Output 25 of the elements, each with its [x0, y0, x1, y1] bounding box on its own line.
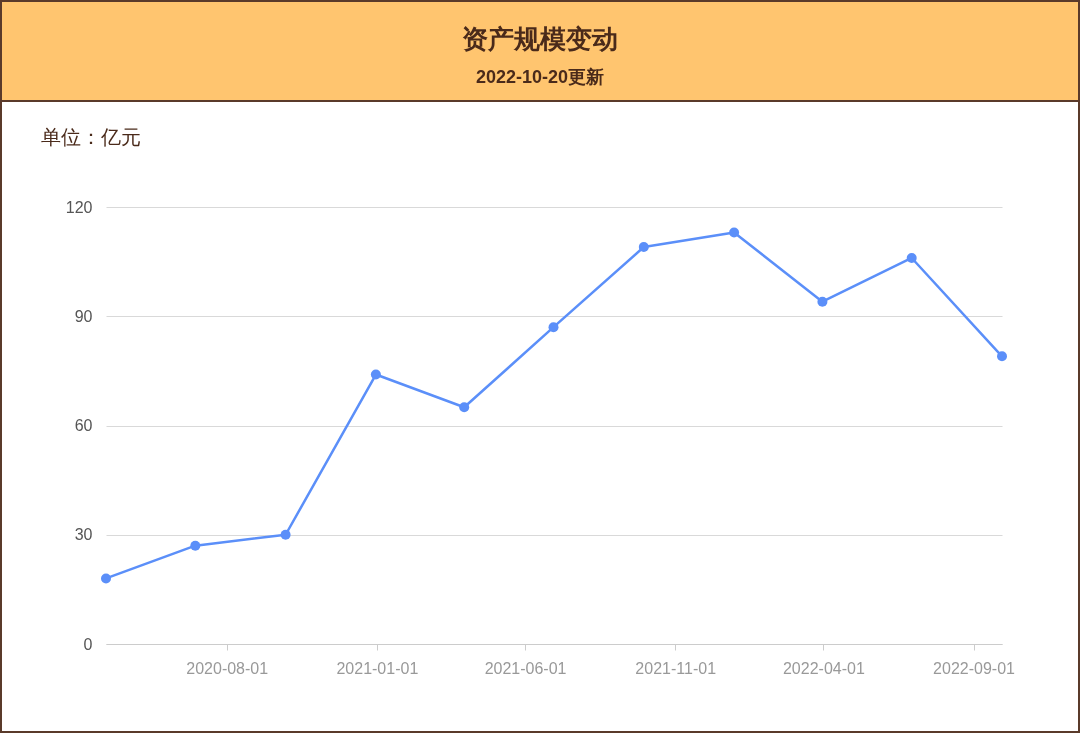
y-tick-label: 120 — [65, 198, 93, 216]
y-tick-label: 90 — [74, 307, 93, 325]
chart-title: 资产规模变动 — [461, 23, 619, 56]
point — [997, 351, 1007, 362]
point — [370, 369, 381, 380]
point — [906, 252, 917, 263]
x-tick-label: 2022-09-01 — [933, 659, 1016, 677]
point — [817, 296, 828, 307]
x-tick-label: 2020-08-01 — [186, 659, 269, 677]
y-tick-label: 60 — [74, 417, 93, 434]
point — [729, 227, 740, 238]
point — [280, 529, 291, 540]
point — [190, 540, 201, 551]
y-tick-label: 30 — [74, 526, 93, 544]
x-tick-label: 2021-01-01 — [336, 659, 419, 677]
x-tick-label: 2022-04-01 — [782, 659, 865, 677]
y-axis-title: 单位：亿元 — [40, 125, 141, 148]
y-tick-label: 0 — [83, 635, 93, 653]
point — [638, 242, 649, 253]
point — [548, 322, 559, 333]
chart-subtitle: 2022-10-20更新 — [474, 66, 606, 89]
x-tick-label: 2021-11-01 — [635, 659, 717, 677]
point — [101, 573, 111, 584]
x-tick-label: 2021-06-01 — [484, 659, 567, 677]
point — [459, 402, 470, 413]
